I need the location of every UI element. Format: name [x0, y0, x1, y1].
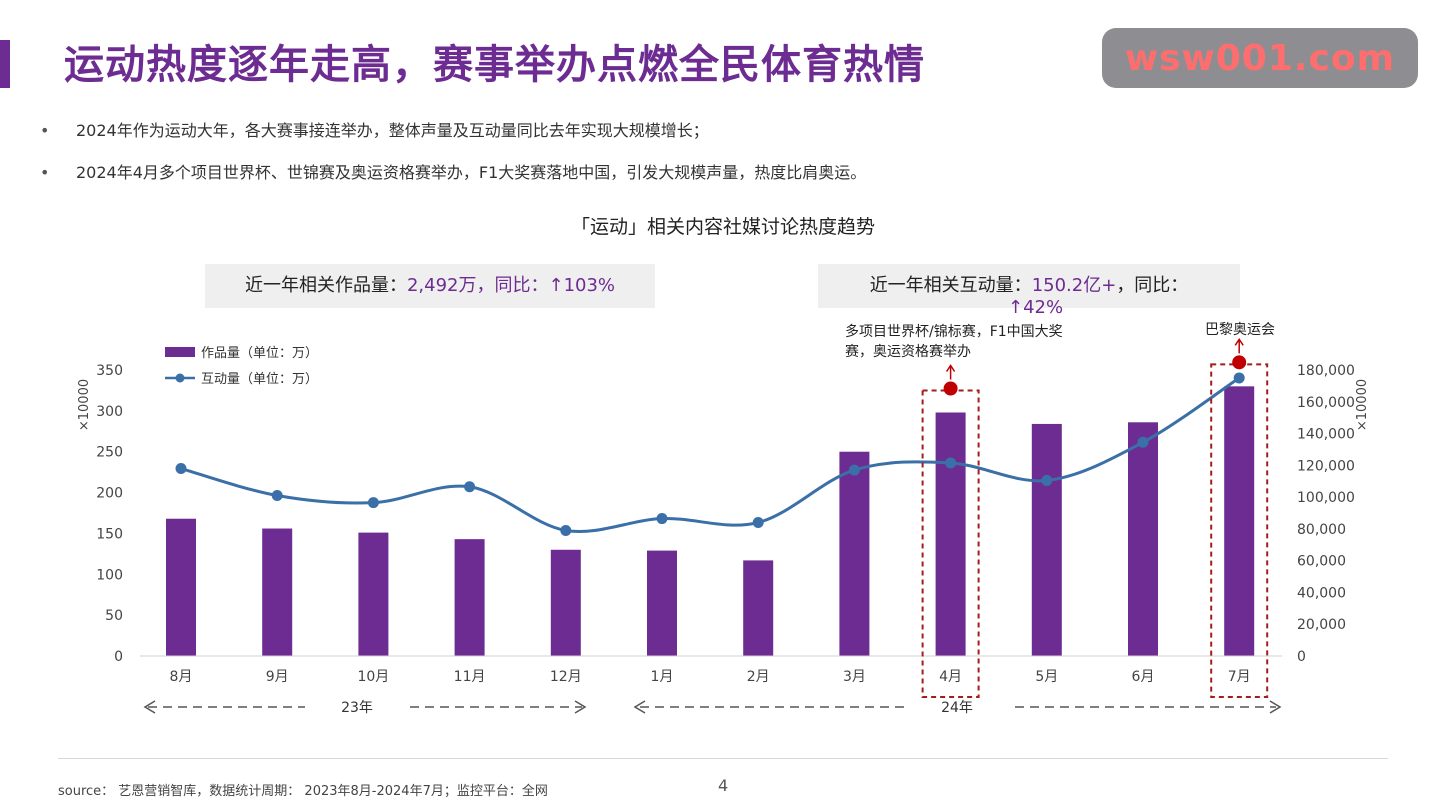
highlight-marker-4月: [943, 381, 958, 396]
highlight-arrowhead-7月: [1234, 337, 1244, 346]
page-title: 运动热度逐年走高，赛事举办点燃全民体育热情: [64, 42, 925, 88]
year-23-arrowhead-right: [574, 700, 587, 714]
left-axis-tick-label: 150: [96, 526, 123, 542]
line-point-2月: [752, 517, 764, 529]
right-axis-tick-label: 160,000: [1297, 395, 1355, 411]
left-axis-tick-label: 350: [96, 363, 123, 379]
year-24-arrowhead-left: [633, 700, 646, 714]
line-point-10月: [367, 497, 379, 509]
x-tick-label: 11月: [454, 669, 486, 685]
april-annotation: 多项目世界杯/锦标赛，F1中国大奖赛，奥运资格赛举办: [845, 324, 1063, 360]
right-axis-tick-label: 20,000: [1297, 617, 1346, 633]
x-tick-label: 2月: [747, 669, 770, 685]
bar-1月: [647, 550, 677, 656]
bar-9月: [262, 528, 293, 656]
line-point-3月: [848, 464, 860, 476]
x-tick-label: 10月: [357, 669, 389, 685]
interact-stat-box: 近一年相关互动量：150.2亿+，同比：: [818, 264, 1240, 308]
legend-line-swatch: [165, 373, 195, 382]
interact-stat-suffix: ，同比：: [1116, 275, 1189, 296]
legend-line-label: 互动量（单位：万）: [201, 372, 319, 387]
x-tick-label: 1月: [651, 669, 674, 685]
summary-bullets: 2024年作为运动大年，各大赛事接连举办，整体声量及互动量同比去年实现大规模增长…: [40, 118, 866, 202]
line-point-9月: [271, 490, 283, 502]
highlight-box-7月: [1210, 363, 1269, 698]
x-tick-label: 9月: [266, 669, 289, 685]
line-point-6月: [1137, 436, 1149, 448]
page-number: 4: [718, 776, 729, 795]
works-stat-value: 2,492万，同比：↑103%: [406, 275, 616, 296]
x-tick-label: 5月: [1035, 669, 1058, 685]
bullet-item: 2024年4月多个项目世界杯、世锦赛及奥运资格赛举办，F1大奖赛落地中国，引发大…: [40, 160, 866, 202]
right-axis-tick-label: 0: [1297, 649, 1306, 665]
bar-8月: [166, 518, 196, 656]
right-axis-tick-label: 100,000: [1297, 490, 1355, 506]
bar-5月: [1031, 423, 1062, 656]
interaction-line: [180, 376, 1241, 533]
line-point-8月: [175, 463, 187, 475]
line-point-12月: [560, 524, 572, 536]
left-axis-tick-label: 0: [114, 649, 123, 665]
highlight-marker-7月: [1232, 355, 1247, 370]
title-accent-bar: [0, 40, 10, 88]
left-axis-unit-label: ×10000: [77, 379, 92, 431]
left-axis-tick-label: 300: [96, 404, 123, 420]
july-annotation: 巴黎奥运会: [1205, 322, 1275, 338]
line-point-1月: [656, 513, 668, 525]
line-point-4月: [945, 457, 957, 469]
year-24-label: 24年: [941, 700, 973, 716]
interact-growth-value: ↑42%: [1008, 297, 1064, 318]
chart-title: 「运动」相关内容社媒讨论热度趋势: [570, 216, 875, 238]
left-axis-tick-label: 50: [105, 608, 123, 624]
footer-divider: [58, 758, 1388, 759]
right-axis-tick-label: 80,000: [1297, 522, 1346, 538]
bar-7月: [1224, 386, 1255, 656]
legend-bar-swatch: [165, 346, 195, 357]
right-axis-tick-label: 120,000: [1297, 458, 1355, 474]
year-24-arrowhead-right: [1269, 700, 1282, 714]
x-tick-label: 8月: [170, 669, 193, 685]
year-23-arrowhead-left: [143, 700, 156, 714]
bar-11月: [454, 539, 485, 656]
x-tick-label: 3月: [843, 669, 866, 685]
x-tick-label: 4月: [939, 669, 962, 685]
line-point-11月: [464, 481, 476, 493]
interact-stat-label: 近一年相关互动量：: [869, 275, 1032, 296]
right-axis-tick-label: 140,000: [1297, 427, 1355, 443]
highlight-arrowhead-4月: [945, 364, 956, 372]
bar-12月: [550, 549, 581, 656]
year-23-label: 23年: [341, 700, 373, 716]
bar-4月: [935, 412, 966, 656]
left-axis-tick-label: 200: [96, 486, 123, 502]
interact-stat-value: 150.2亿+: [1031, 275, 1117, 296]
x-tick-label: 6月: [1132, 669, 1155, 685]
bullet-item: 2024年作为运动大年，各大赛事接连举办，整体声量及互动量同比去年实现大规模增长…: [40, 118, 866, 160]
legend-bar-label: 作品量（单位：万）: [201, 346, 319, 361]
bar-2月: [743, 560, 774, 656]
highlight-box-4月: [921, 389, 980, 698]
right-axis-tick-label: 180,000: [1297, 363, 1355, 379]
x-tick-label: 7月: [1228, 669, 1251, 685]
works-stat-label: 近一年相关作品量：: [244, 275, 407, 296]
line-point-5月: [1041, 474, 1053, 486]
bar-10月: [358, 532, 389, 656]
line-point-7月: [1233, 372, 1245, 384]
right-axis-unit-label: ×10000: [1355, 379, 1370, 431]
footer-source: source： 艺恩营销智库，数据统计周期： 2023年8月-2024年7月；监…: [58, 784, 548, 799]
left-axis-tick-label: 100: [96, 567, 123, 583]
bar-6月: [1128, 422, 1158, 656]
x-tick-label: 12月: [550, 669, 582, 685]
right-axis-tick-label: 40,000: [1297, 585, 1346, 601]
legend-bar-entry: 作品量（单位：万）: [165, 342, 318, 361]
watermark-text: wsw001.com: [1124, 37, 1396, 79]
right-axis-tick-label: 60,000: [1297, 554, 1346, 570]
works-stat-box: 近一年相关作品量：2,492万，同比：↑103%: [205, 264, 655, 308]
left-axis-tick-label: 250: [96, 445, 123, 461]
watermark-badge: wsw001.com: [1102, 28, 1418, 88]
bar-3月: [839, 451, 870, 656]
legend-line-entry: 互动量（单位：万）: [165, 368, 318, 387]
